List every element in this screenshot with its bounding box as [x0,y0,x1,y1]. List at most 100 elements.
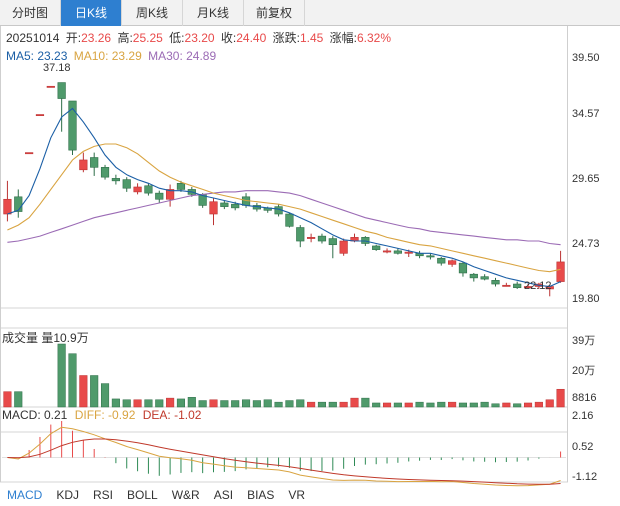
open-label: 开: [65,31,82,45]
volume-bar [534,401,543,408]
volume-bar [198,400,207,408]
high-annotation: 37.18 [43,62,71,74]
tab-daily-kline[interactable]: 日K线 [61,0,122,26]
tab-forward-adjust[interactable]: 前复权 [244,0,305,26]
volume-bar [111,398,120,408]
diff-value: DIFF: -0.92 [74,408,136,422]
candle [14,196,23,212]
candle [339,240,348,254]
ma5-line [7,107,561,288]
candle [480,276,489,280]
volume-bar [469,402,478,408]
volume-bar [122,399,131,408]
volume-bar [296,399,305,408]
candle [122,179,131,189]
candle [35,114,45,117]
volume-bar [458,402,468,408]
candles [3,82,565,297]
macd-tick-1: 2.16 [572,410,594,422]
close-label: 收: [220,31,237,45]
volume-bar [133,399,142,408]
macd-tick-3: -1.12 [572,471,598,483]
volume-bar [328,401,337,408]
tab-rsi[interactable]: RSI [93,488,114,502]
macd-value: MACD: 0.21 [2,408,68,422]
volume-bar [491,403,500,408]
volume-bar [480,401,489,408]
candle [57,82,66,99]
tab-macd[interactable]: MACD [7,488,43,502]
volume-tick-1: 39万 [572,335,596,347]
volume-bar [426,402,435,408]
change-label: 涨跌: [272,31,300,45]
dea-value: DEA: -1.02 [142,408,202,422]
volume-bar [263,399,272,408]
volume-bar [90,375,99,408]
volume-bar [285,400,294,408]
volume-bar [317,401,327,408]
low-label: 低: [169,31,185,45]
candle [100,167,110,178]
volume-bar [220,400,229,408]
period-tabs: 分时图 日K线 周K线 月K线 前复权 [0,0,620,26]
volume-bar [393,402,402,408]
tab-bias[interactable]: BIAS [247,488,275,502]
price-tick-1: 39.50 [572,52,600,64]
candle [209,201,218,215]
volume-bar [155,399,164,408]
candle [523,286,533,288]
candle [513,283,522,289]
candle [458,262,468,274]
volume-bar [166,397,175,408]
close-value: 24.40 [236,31,267,45]
volume-bar [57,343,66,408]
tab-weekly-kline[interactable]: 周K线 [122,0,183,26]
tab-boll[interactable]: BOLL [127,488,158,502]
tab-monthly-kline[interactable]: 月K线 [183,0,244,26]
ma30-line [7,190,561,246]
volume-bar [274,401,283,408]
candle [176,182,186,190]
volume-bar [252,400,261,408]
macd-plot [2,420,566,487]
candle [372,245,381,250]
candle [556,261,565,282]
volume-bar [556,388,565,408]
price-tick-5: 19.80 [572,293,600,305]
candle [231,203,240,209]
quote-bar: 20251014 开:23.26 高:25.25 低:23.20 收:24.40… [6,29,391,46]
candle [155,192,164,200]
volume-label: 成交量 量10.9万 [2,331,89,345]
volume-tick-3: 8816 [572,392,597,404]
volume-bar [513,403,522,408]
volume-bar [14,391,23,408]
volume-bar [404,402,413,408]
tab-vr[interactable]: VR [288,488,306,502]
open-value: 23.26 [81,31,112,45]
candle [220,202,229,207]
ma10-value: MA10: 23.29 [73,49,142,63]
candle [90,157,99,168]
candle [382,250,392,253]
volume-bar [415,401,424,408]
tab-asi[interactable]: ASI [213,488,234,502]
tab-timeshare[interactable]: 分时图 [0,0,61,26]
volume-bar [382,402,392,408]
ma-legend: MA5: 23.23 MA10: 23.29 MA30: 24.89 [6,49,216,63]
ma30-value: MA30: 24.89 [148,49,217,63]
dea-line [7,438,561,485]
candle [285,213,294,227]
macd-tick-2: 0.52 [572,441,594,453]
high-label: 高: [117,31,133,45]
volume-bar [307,401,316,408]
volume-bar [100,383,110,408]
candle [166,189,175,200]
pct-value: 6.32% [357,31,392,45]
macd-legend: MACD: 0.21 DIFF: -0.92 DEA: -1.02 [2,408,201,422]
volume-bar [502,402,511,408]
tab-kdj[interactable]: KDJ [56,488,80,502]
tab-wr[interactable]: W&R [171,488,200,502]
high-value: 25.25 [132,31,163,45]
volume-bar [79,375,88,408]
